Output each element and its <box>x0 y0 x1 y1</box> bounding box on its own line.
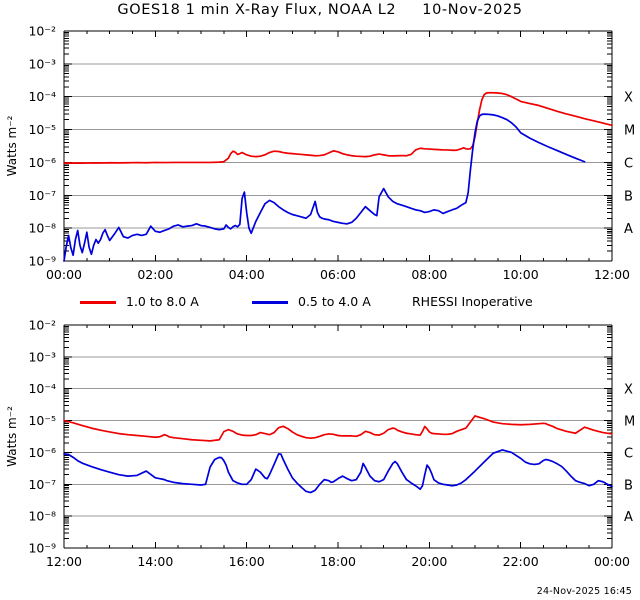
svg-text:04:00: 04:00 <box>229 267 265 282</box>
svg-text:10⁻⁴: 10⁻⁴ <box>28 381 56 396</box>
legend-note-rhessi: RHESSI Inoperative <box>412 294 533 309</box>
svg-text:Watts m⁻²: Watts m⁻² <box>5 115 19 176</box>
svg-text:22:00: 22:00 <box>503 554 539 569</box>
svg-text:Watts m⁻²: Watts m⁻² <box>5 406 19 467</box>
svg-text:10⁻³: 10⁻³ <box>28 349 56 364</box>
svg-text:18:00: 18:00 <box>320 554 356 569</box>
legend-swatch-blue <box>252 301 288 304</box>
chart-panel-top: 10⁻² 10⁻³ 10⁻⁴ 10⁻⁵ 10⁻⁶ 10⁻⁷ 10⁻⁸ 10⁻⁹ 00:00 02:… <box>0 24 640 289</box>
svg-text:A: A <box>624 510 633 525</box>
svg-text:06:00: 06:00 <box>320 267 356 282</box>
svg-text:10⁻⁹: 10⁻⁹ <box>28 541 56 556</box>
svg-text:10⁻²: 10⁻² <box>28 318 56 333</box>
legend-label-red: 1.0 to 8.0 A <box>126 294 199 309</box>
svg-text:M: M <box>624 124 635 139</box>
svg-text:14:00: 14:00 <box>137 554 173 569</box>
svg-text:10⁻⁵: 10⁻⁵ <box>28 413 56 428</box>
svg-text:20:00: 20:00 <box>411 554 447 569</box>
svg-text:X: X <box>624 383 633 398</box>
footer-timestamp: 24-Nov-2025 16:45 <box>536 586 632 597</box>
legend-swatch-red <box>80 301 116 304</box>
svg-text:B: B <box>624 189 633 204</box>
svg-text:00:00: 00:00 <box>594 554 630 569</box>
chart-legend: 1.0 to 8.0 A 0.5 to 4.0 A RHESSI Inopera… <box>0 292 640 316</box>
svg-text:10⁻⁶: 10⁻⁶ <box>28 445 56 460</box>
svg-text:12:00: 12:00 <box>46 554 82 569</box>
svg-text:10⁻⁴: 10⁻⁴ <box>28 89 56 104</box>
svg-text:B: B <box>624 478 633 493</box>
svg-text:08:00: 08:00 <box>411 267 447 282</box>
svg-text:10⁻⁵: 10⁻⁵ <box>28 122 56 137</box>
svg-text:10:00: 10:00 <box>503 267 539 282</box>
svg-text:10⁻⁸: 10⁻⁸ <box>28 221 56 236</box>
svg-text:10⁻⁶: 10⁻⁶ <box>28 155 56 170</box>
svg-text:A: A <box>624 222 633 237</box>
svg-text:10⁻⁷: 10⁻⁷ <box>28 188 56 203</box>
svg-text:10⁻²: 10⁻² <box>28 24 56 39</box>
page-title: GOES18 1 min X-Ray Flux, NOAA L2 10-Nov-… <box>117 2 523 18</box>
svg-text:16:00: 16:00 <box>229 554 265 569</box>
svg-text:10⁻⁹: 10⁻⁹ <box>28 254 56 269</box>
svg-text:02:00: 02:00 <box>137 267 173 282</box>
svg-text:10⁻³: 10⁻³ <box>28 56 56 71</box>
svg-text:12:00: 12:00 <box>594 267 630 282</box>
svg-text:C: C <box>624 156 633 171</box>
svg-text:M: M <box>624 415 635 430</box>
svg-text:X: X <box>624 91 633 106</box>
chart-panel-bottom: 10⁻² 10⁻³ 10⁻⁴ 10⁻⁵ 10⁻⁶ 10⁻⁷ 10⁻⁸ 10⁻⁹ 12:00 14:… <box>0 318 640 576</box>
svg-text:C: C <box>624 446 633 461</box>
legend-label-blue: 0.5 to 4.0 A <box>298 294 371 309</box>
svg-text:10⁻⁸: 10⁻⁸ <box>28 509 56 524</box>
svg-text:00:00: 00:00 <box>46 267 82 282</box>
svg-text:10⁻⁷: 10⁻⁷ <box>28 477 56 492</box>
